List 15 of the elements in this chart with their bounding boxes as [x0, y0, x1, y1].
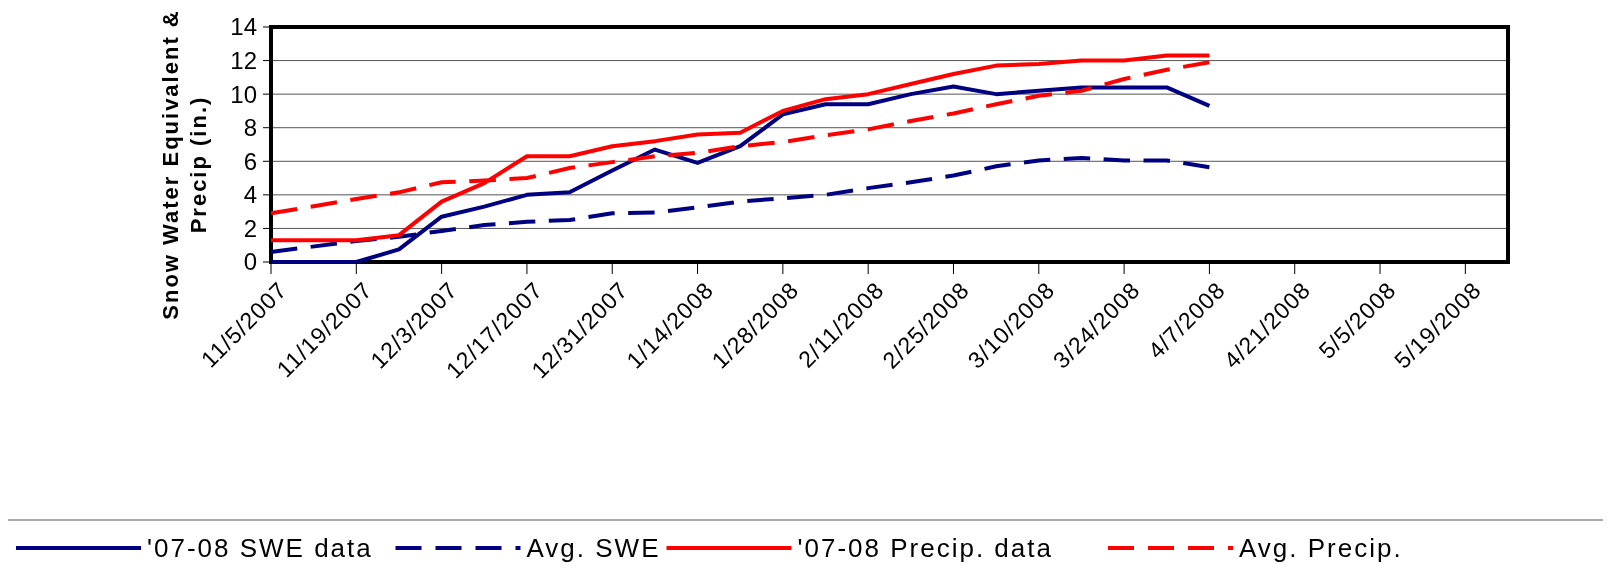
legend-label: '07-08 Precip. data	[797, 533, 1053, 564]
legend-label: '07-08 SWE data	[147, 533, 373, 564]
line-series	[269, 84, 1212, 264]
y-axis-title: Snow Water Equivalent & Precip (in.)	[158, 9, 211, 320]
y-tick-label: 8	[243, 114, 257, 142]
y-tick-label: 0	[243, 248, 257, 276]
y-tick-label: 12	[230, 46, 257, 74]
y-tick-label: 10	[230, 80, 257, 108]
y-tick-label: 6	[243, 147, 257, 175]
line-series	[269, 53, 1212, 243]
legend-label: Avg. SWE	[526, 533, 661, 564]
y-tick-label: 2	[243, 214, 257, 242]
y-tick-label: 14	[230, 13, 257, 41]
legend-label: Avg. Precip.	[1239, 533, 1403, 564]
y-tick-label: 4	[243, 181, 257, 209]
